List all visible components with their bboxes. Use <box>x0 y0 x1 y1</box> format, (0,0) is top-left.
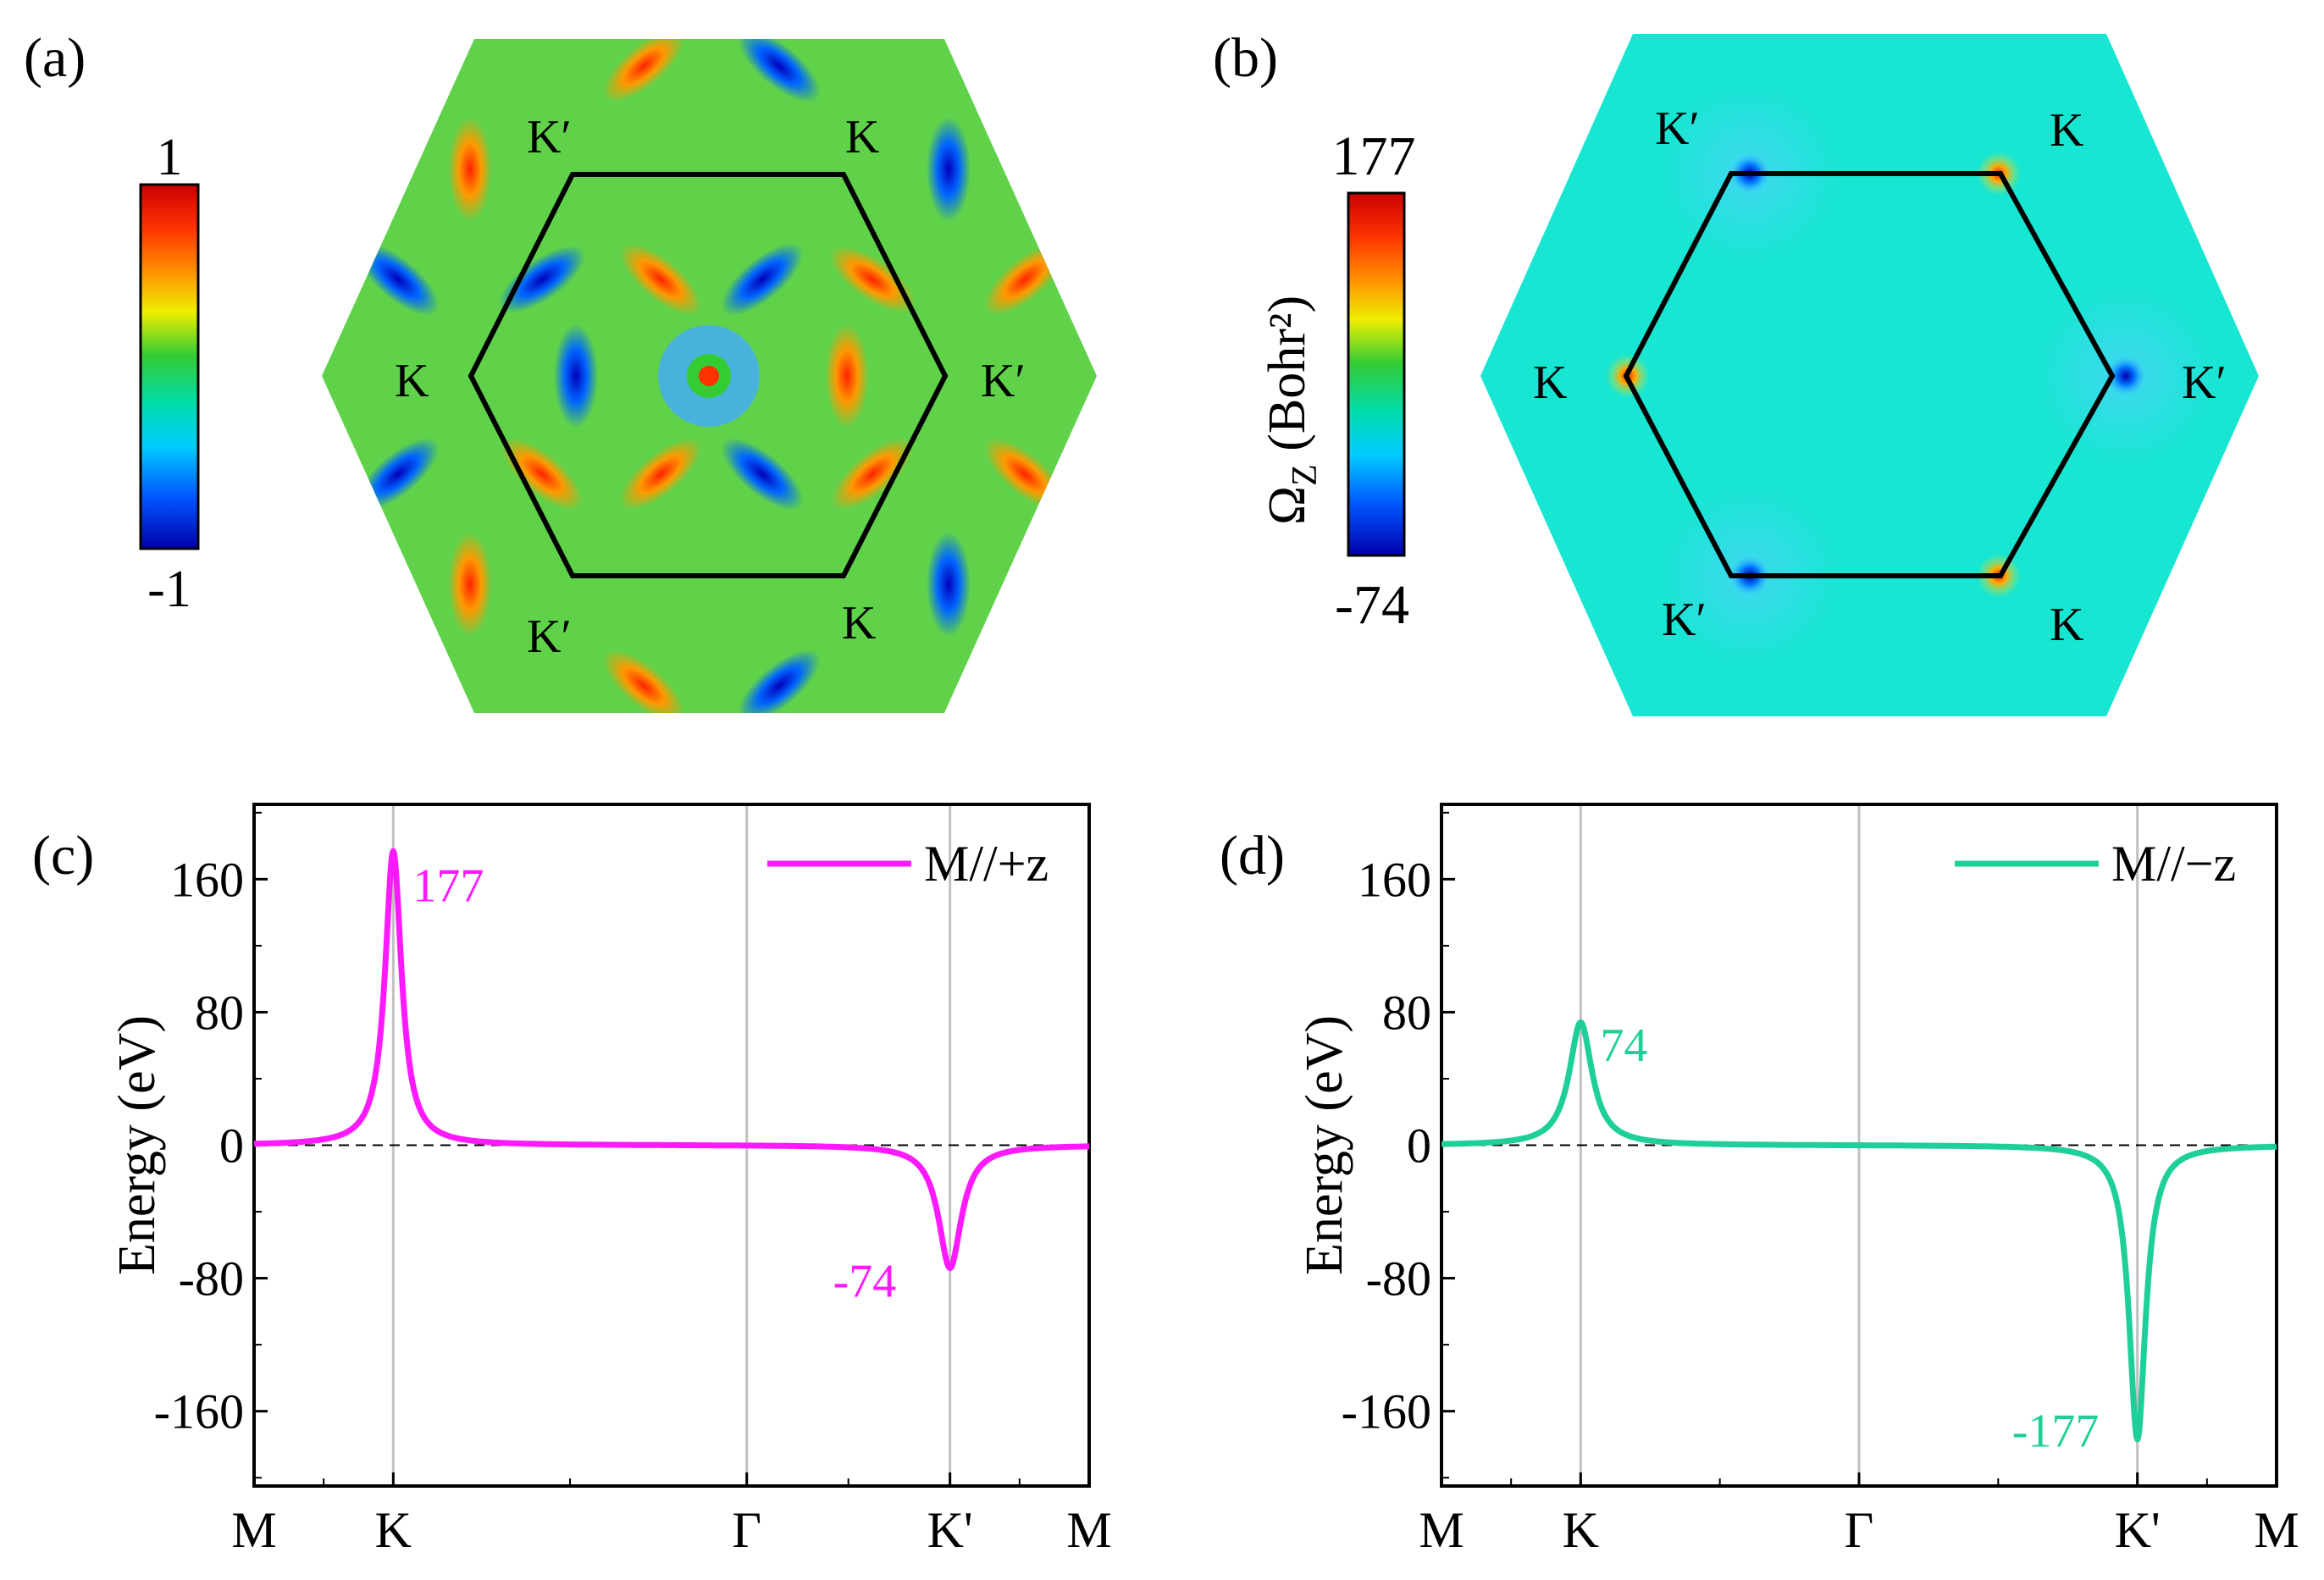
x-tick-label-4: M <box>2254 1502 2299 1558</box>
x-tick-label-4: M <box>1066 1502 1111 1558</box>
y-tick-label-2: 0 <box>1407 1119 1431 1174</box>
x-tick-label-1: K <box>1563 1502 1599 1558</box>
panel-a-colorbar-max: 1 <box>157 129 183 186</box>
data-label-1: -177 <box>2012 1405 2100 1457</box>
series-line <box>1439 1019 2279 1443</box>
panel-a-colorbar: 1 -1 <box>139 129 200 618</box>
y-tick-label-4: 160 <box>1358 852 1431 907</box>
data-label-0: 177 <box>412 859 484 912</box>
y-tick-label-0: -160 <box>1342 1384 1431 1439</box>
panel-b-colorbar-max: 177 <box>1332 125 1416 187</box>
y-axis-label: Energy (eV) <box>108 1015 166 1275</box>
panel-b-label-kp-right: K′ <box>2182 356 2227 409</box>
panel-a-colorbar-min: -1 <box>147 561 191 618</box>
panel-label: (c) <box>32 825 94 887</box>
panel-b-label-kp-lower-left: K′ <box>1662 594 1707 646</box>
panel-b-brillouin-zone-outline <box>1623 171 2116 578</box>
legend-label: M//−z <box>2111 836 2236 892</box>
x-tick-label-0: M <box>1419 1502 1464 1558</box>
panel-a-label-k-left: K <box>395 355 429 407</box>
panel-a-berry-curvature-map <box>322 39 1097 713</box>
panel-a-label-k-lower-right: K <box>842 597 876 649</box>
panel-a-brillouin-zone-outline <box>468 172 949 578</box>
panel-b-colorbar-gradient <box>1347 191 1406 557</box>
y-tick-label-2: 0 <box>219 1119 244 1174</box>
y-tick-label-1: -80 <box>179 1251 244 1307</box>
chart-d: -160 -80 0 80 160 M K Γ K' M Energy (eV) (d) M//−z 74… <box>1220 803 2299 1558</box>
panel-a-colorbar-gradient <box>139 183 200 550</box>
panel-a-label-kp-upper-left: K′ <box>527 111 572 163</box>
legend-label: M//+z <box>924 836 1049 892</box>
panel-b-label-k-left: K <box>1533 356 1567 409</box>
y-axis-label: Energy (eV) <box>1296 1015 1353 1275</box>
x-tick-label-3: K' <box>2115 1502 2161 1558</box>
x-tick-label-0: M <box>231 1502 276 1558</box>
panel-a-label-kp-lower-left: K′ <box>527 610 572 663</box>
y-tick-label-3: 80 <box>1382 985 1431 1040</box>
panel-a: (a) 1 -1 K′ K K K′ K′ K <box>24 27 1097 713</box>
y-tick-label-4: 160 <box>170 852 244 907</box>
y-tick-label-3: 80 <box>195 985 244 1040</box>
panel-b-colorbar-title: ΩZ (Bohr²) <box>1259 296 1325 525</box>
panel-b-colorbar-min: -74 <box>1335 574 1409 636</box>
panel-a-label-k-upper-right: K <box>845 111 879 163</box>
panel-a-label-kp-right: K′ <box>981 355 1026 407</box>
data-label-0: 74 <box>1600 1019 1647 1072</box>
y-tick-label-0: -160 <box>154 1384 244 1439</box>
panel-label: (d) <box>1220 825 1285 887</box>
data-label-1: -74 <box>833 1256 897 1308</box>
panel-b-label-k-lower-right: K <box>2050 599 2083 651</box>
series-line <box>252 848 1092 1272</box>
panel-b-berry-curvature-map <box>1480 34 2259 716</box>
panel-b-label-kp-upper-left: K′ <box>1655 102 1700 155</box>
panel-b-label: (b) <box>1213 27 1278 89</box>
panel-a-label: (a) <box>24 27 86 89</box>
panel-b-colorbar: 177 -74 ΩZ (Bohr²) <box>1259 125 1416 636</box>
panel-b-label-k-upper-right: K <box>2050 104 2083 157</box>
x-tick-label-2: Γ <box>732 1502 761 1558</box>
chart-c: -160 -80 0 80 160 M K Γ K' M Energy (eV) (c) M//+z 17… <box>32 803 1112 1558</box>
panel-b: (b) 177 -74 ΩZ (Bohr²) K′ K K K′ K′ K <box>1213 27 2259 716</box>
x-tick-label-1: K <box>375 1502 412 1558</box>
x-tick-label-2: Γ <box>1845 1502 1874 1558</box>
x-tick-label-3: K' <box>927 1502 973 1558</box>
y-tick-label-1: -80 <box>1366 1251 1431 1307</box>
